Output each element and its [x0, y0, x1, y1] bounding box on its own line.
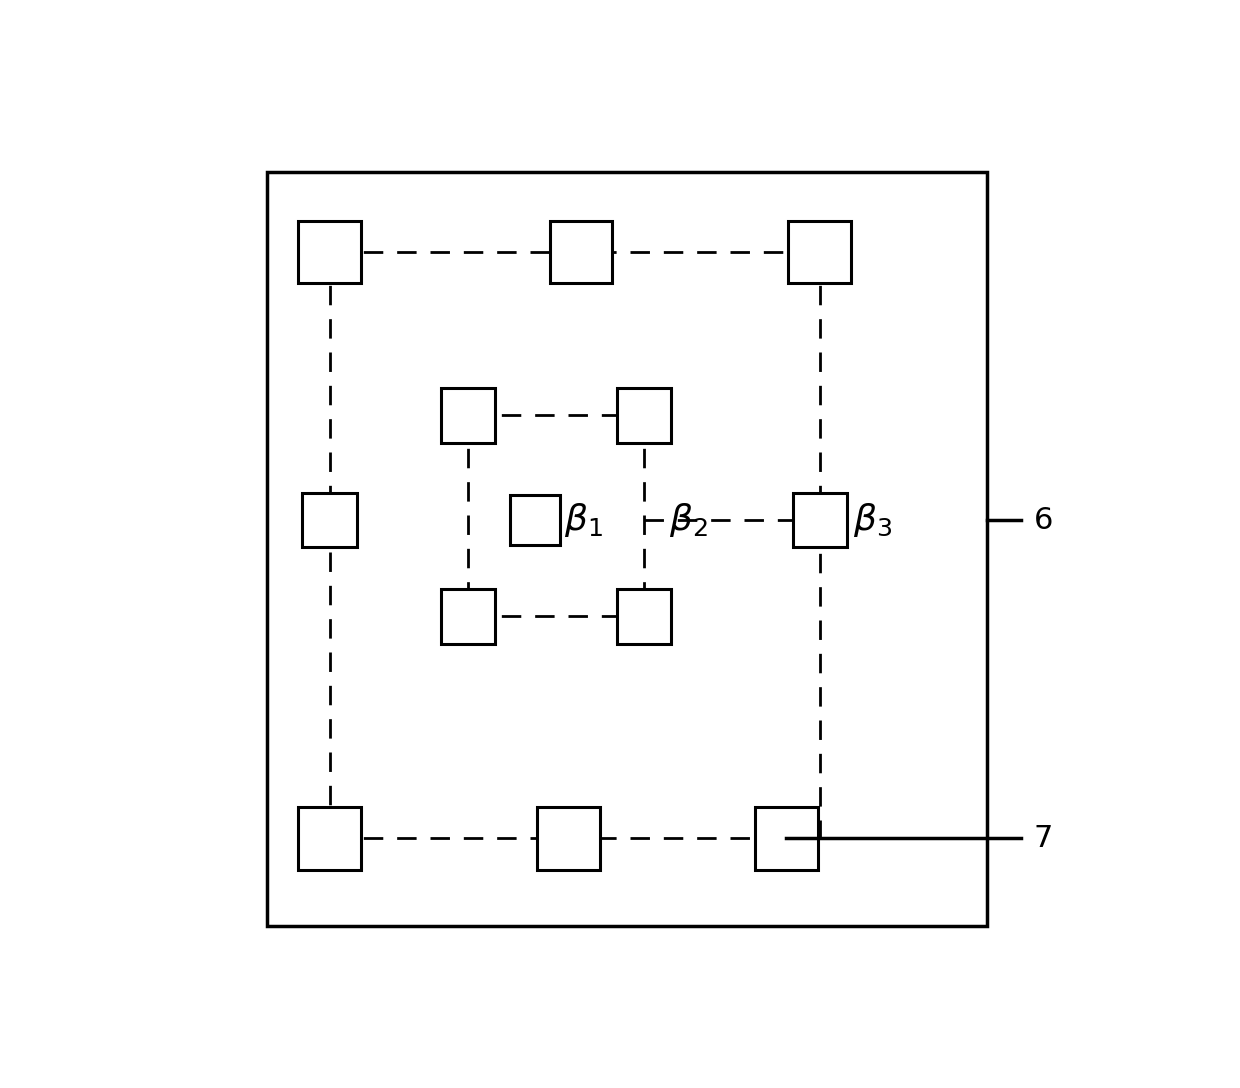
Bar [510, 495, 560, 545]
Text: 7: 7 [1033, 824, 1053, 853]
Text: $\beta_2$: $\beta_2$ [670, 502, 708, 540]
Bar [303, 493, 357, 547]
Text: 6: 6 [1033, 506, 1053, 534]
Bar [755, 807, 817, 870]
Bar [616, 388, 671, 443]
Bar [789, 221, 851, 284]
Bar [299, 807, 361, 870]
Bar [792, 493, 847, 547]
Bar [299, 221, 361, 284]
Bar [616, 590, 671, 644]
Bar [549, 221, 613, 284]
Text: $\beta_3$: $\beta_3$ [853, 502, 893, 540]
Bar [537, 807, 600, 870]
Text: $\beta_1$: $\beta_1$ [564, 502, 603, 540]
Bar [440, 388, 495, 443]
Bar [440, 590, 495, 644]
Bar [267, 172, 987, 927]
